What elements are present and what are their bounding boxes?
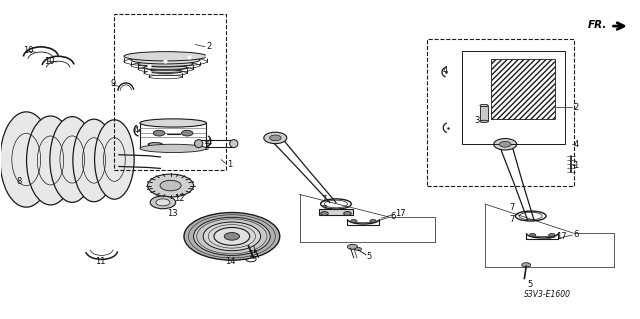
Circle shape [529, 234, 536, 237]
Text: 17: 17 [556, 232, 567, 241]
Text: 14: 14 [225, 257, 236, 266]
Text: 3: 3 [474, 116, 480, 125]
Text: 17: 17 [396, 209, 406, 218]
Ellipse shape [480, 120, 488, 122]
Circle shape [493, 138, 516, 150]
Circle shape [269, 135, 281, 141]
Circle shape [203, 222, 260, 251]
Ellipse shape [140, 119, 206, 127]
Ellipse shape [26, 116, 74, 205]
Text: 16: 16 [157, 145, 167, 154]
Circle shape [351, 219, 357, 223]
Circle shape [214, 227, 250, 245]
Text: 11: 11 [95, 257, 106, 266]
Ellipse shape [230, 140, 238, 148]
Text: 6: 6 [390, 211, 396, 220]
Text: 6: 6 [573, 230, 579, 239]
Text: 1: 1 [227, 160, 233, 169]
Bar [479, 106, 488, 122]
Ellipse shape [0, 112, 52, 207]
Text: 12: 12 [174, 194, 185, 203]
Text: FR.: FR. [588, 20, 607, 30]
Text: 4: 4 [443, 66, 448, 75]
Circle shape [548, 234, 555, 237]
Ellipse shape [73, 119, 115, 202]
Text: 4: 4 [207, 137, 212, 146]
Circle shape [184, 212, 280, 260]
Circle shape [370, 219, 376, 223]
Text: 2: 2 [206, 41, 212, 51]
Ellipse shape [95, 120, 134, 199]
Text: 7: 7 [509, 203, 515, 211]
Circle shape [224, 233, 239, 240]
Circle shape [244, 241, 257, 248]
Text: 10: 10 [23, 46, 33, 56]
Circle shape [181, 130, 193, 136]
Ellipse shape [148, 143, 163, 146]
Ellipse shape [131, 56, 200, 64]
Text: 2: 2 [573, 103, 579, 112]
Bar [319, 209, 353, 215]
Ellipse shape [25, 131, 51, 188]
Text: 9: 9 [111, 79, 116, 88]
Circle shape [348, 244, 358, 249]
Ellipse shape [140, 144, 206, 152]
Text: 3: 3 [204, 143, 209, 152]
Text: 10: 10 [44, 56, 54, 65]
Ellipse shape [72, 134, 95, 185]
Ellipse shape [480, 104, 488, 107]
Circle shape [499, 141, 511, 147]
Ellipse shape [49, 133, 72, 187]
Text: S3V3-E1600: S3V3-E1600 [524, 290, 572, 299]
Bar [115, 14, 226, 170]
Ellipse shape [195, 140, 203, 148]
Circle shape [156, 199, 170, 206]
Text: 13: 13 [167, 209, 177, 218]
Circle shape [522, 263, 531, 267]
Circle shape [150, 196, 175, 209]
Bar [428, 39, 574, 187]
Bar [462, 50, 565, 144]
Text: 15: 15 [248, 250, 259, 259]
Ellipse shape [144, 65, 187, 70]
Ellipse shape [124, 52, 207, 61]
Ellipse shape [149, 70, 182, 73]
Text: 5: 5 [527, 279, 532, 288]
Circle shape [148, 174, 193, 197]
Circle shape [344, 211, 351, 215]
Ellipse shape [50, 117, 95, 202]
Ellipse shape [138, 61, 193, 67]
Ellipse shape [94, 136, 115, 184]
Text: 7: 7 [321, 205, 326, 214]
Text: 5: 5 [366, 252, 371, 261]
Bar [491, 59, 555, 119]
Text: 4: 4 [573, 140, 579, 149]
Circle shape [193, 217, 270, 256]
Circle shape [160, 180, 181, 191]
Circle shape [321, 211, 328, 215]
Text: 7: 7 [321, 195, 326, 204]
Circle shape [154, 130, 165, 136]
Circle shape [264, 132, 287, 144]
Text: 4: 4 [134, 126, 139, 135]
Text: 7: 7 [509, 215, 515, 224]
Text: 1: 1 [573, 161, 579, 170]
Text: 8: 8 [17, 177, 22, 186]
Circle shape [355, 248, 362, 251]
